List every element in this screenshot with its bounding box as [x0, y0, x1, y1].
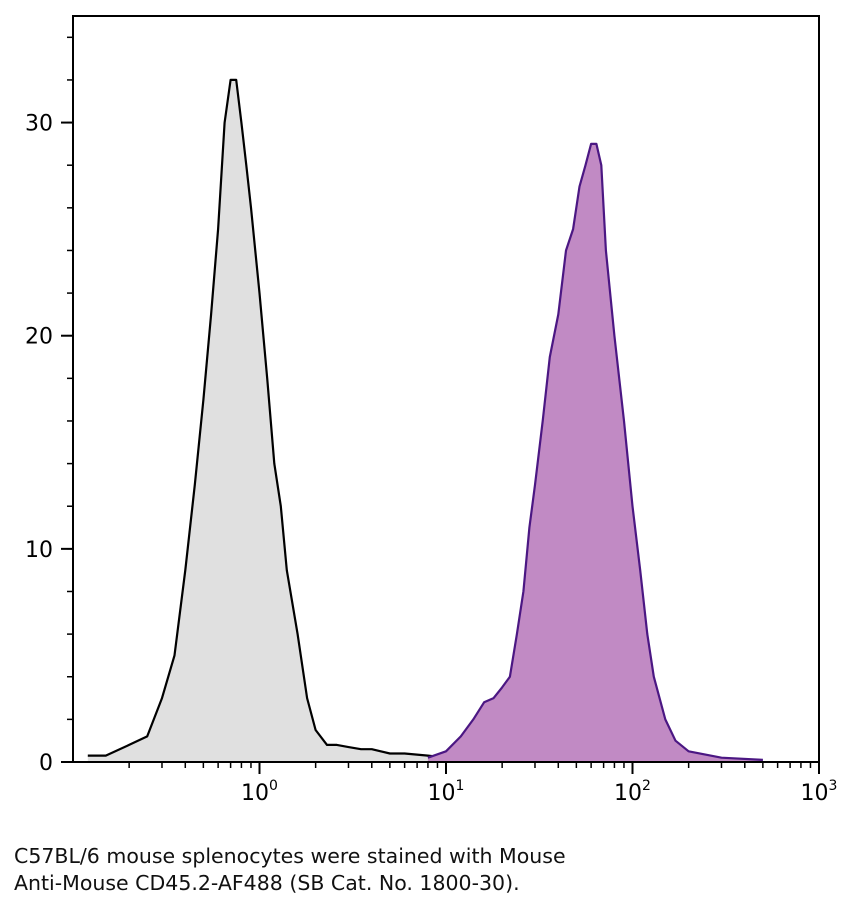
- histogram-chart: 0 10 20 30 100 101 102 103: [25, 15, 838, 806]
- x-tick-label: 101: [428, 778, 465, 806]
- y-tick-label: 30: [25, 112, 53, 137]
- series-line-0: [87, 78, 447, 759]
- series-line-1: [427, 142, 763, 761]
- caption-line-1: C57BL/6 mouse splenocytes were stained w…: [14, 844, 566, 868]
- series-layer: [87, 78, 763, 762]
- axis-layer: 0 10 20 30 100 101 102 103: [25, 36, 838, 806]
- x-tick-label: 103: [801, 778, 838, 806]
- y-tick-label: 10: [25, 538, 53, 563]
- caption-line-2: Anti-Mouse CD45.2-AF488 (SB Cat. No. 180…: [14, 871, 520, 895]
- figure-caption: C57BL/6 mouse splenocytes were stained w…: [14, 843, 834, 897]
- y-tick-label: 0: [39, 751, 53, 776]
- x-tick-label: 102: [614, 778, 651, 806]
- series-fill-0: [87, 79, 447, 762]
- series-fill-1: [427, 143, 763, 762]
- y-tick-label: 20: [25, 325, 53, 350]
- x-tick-label: 100: [241, 778, 278, 806]
